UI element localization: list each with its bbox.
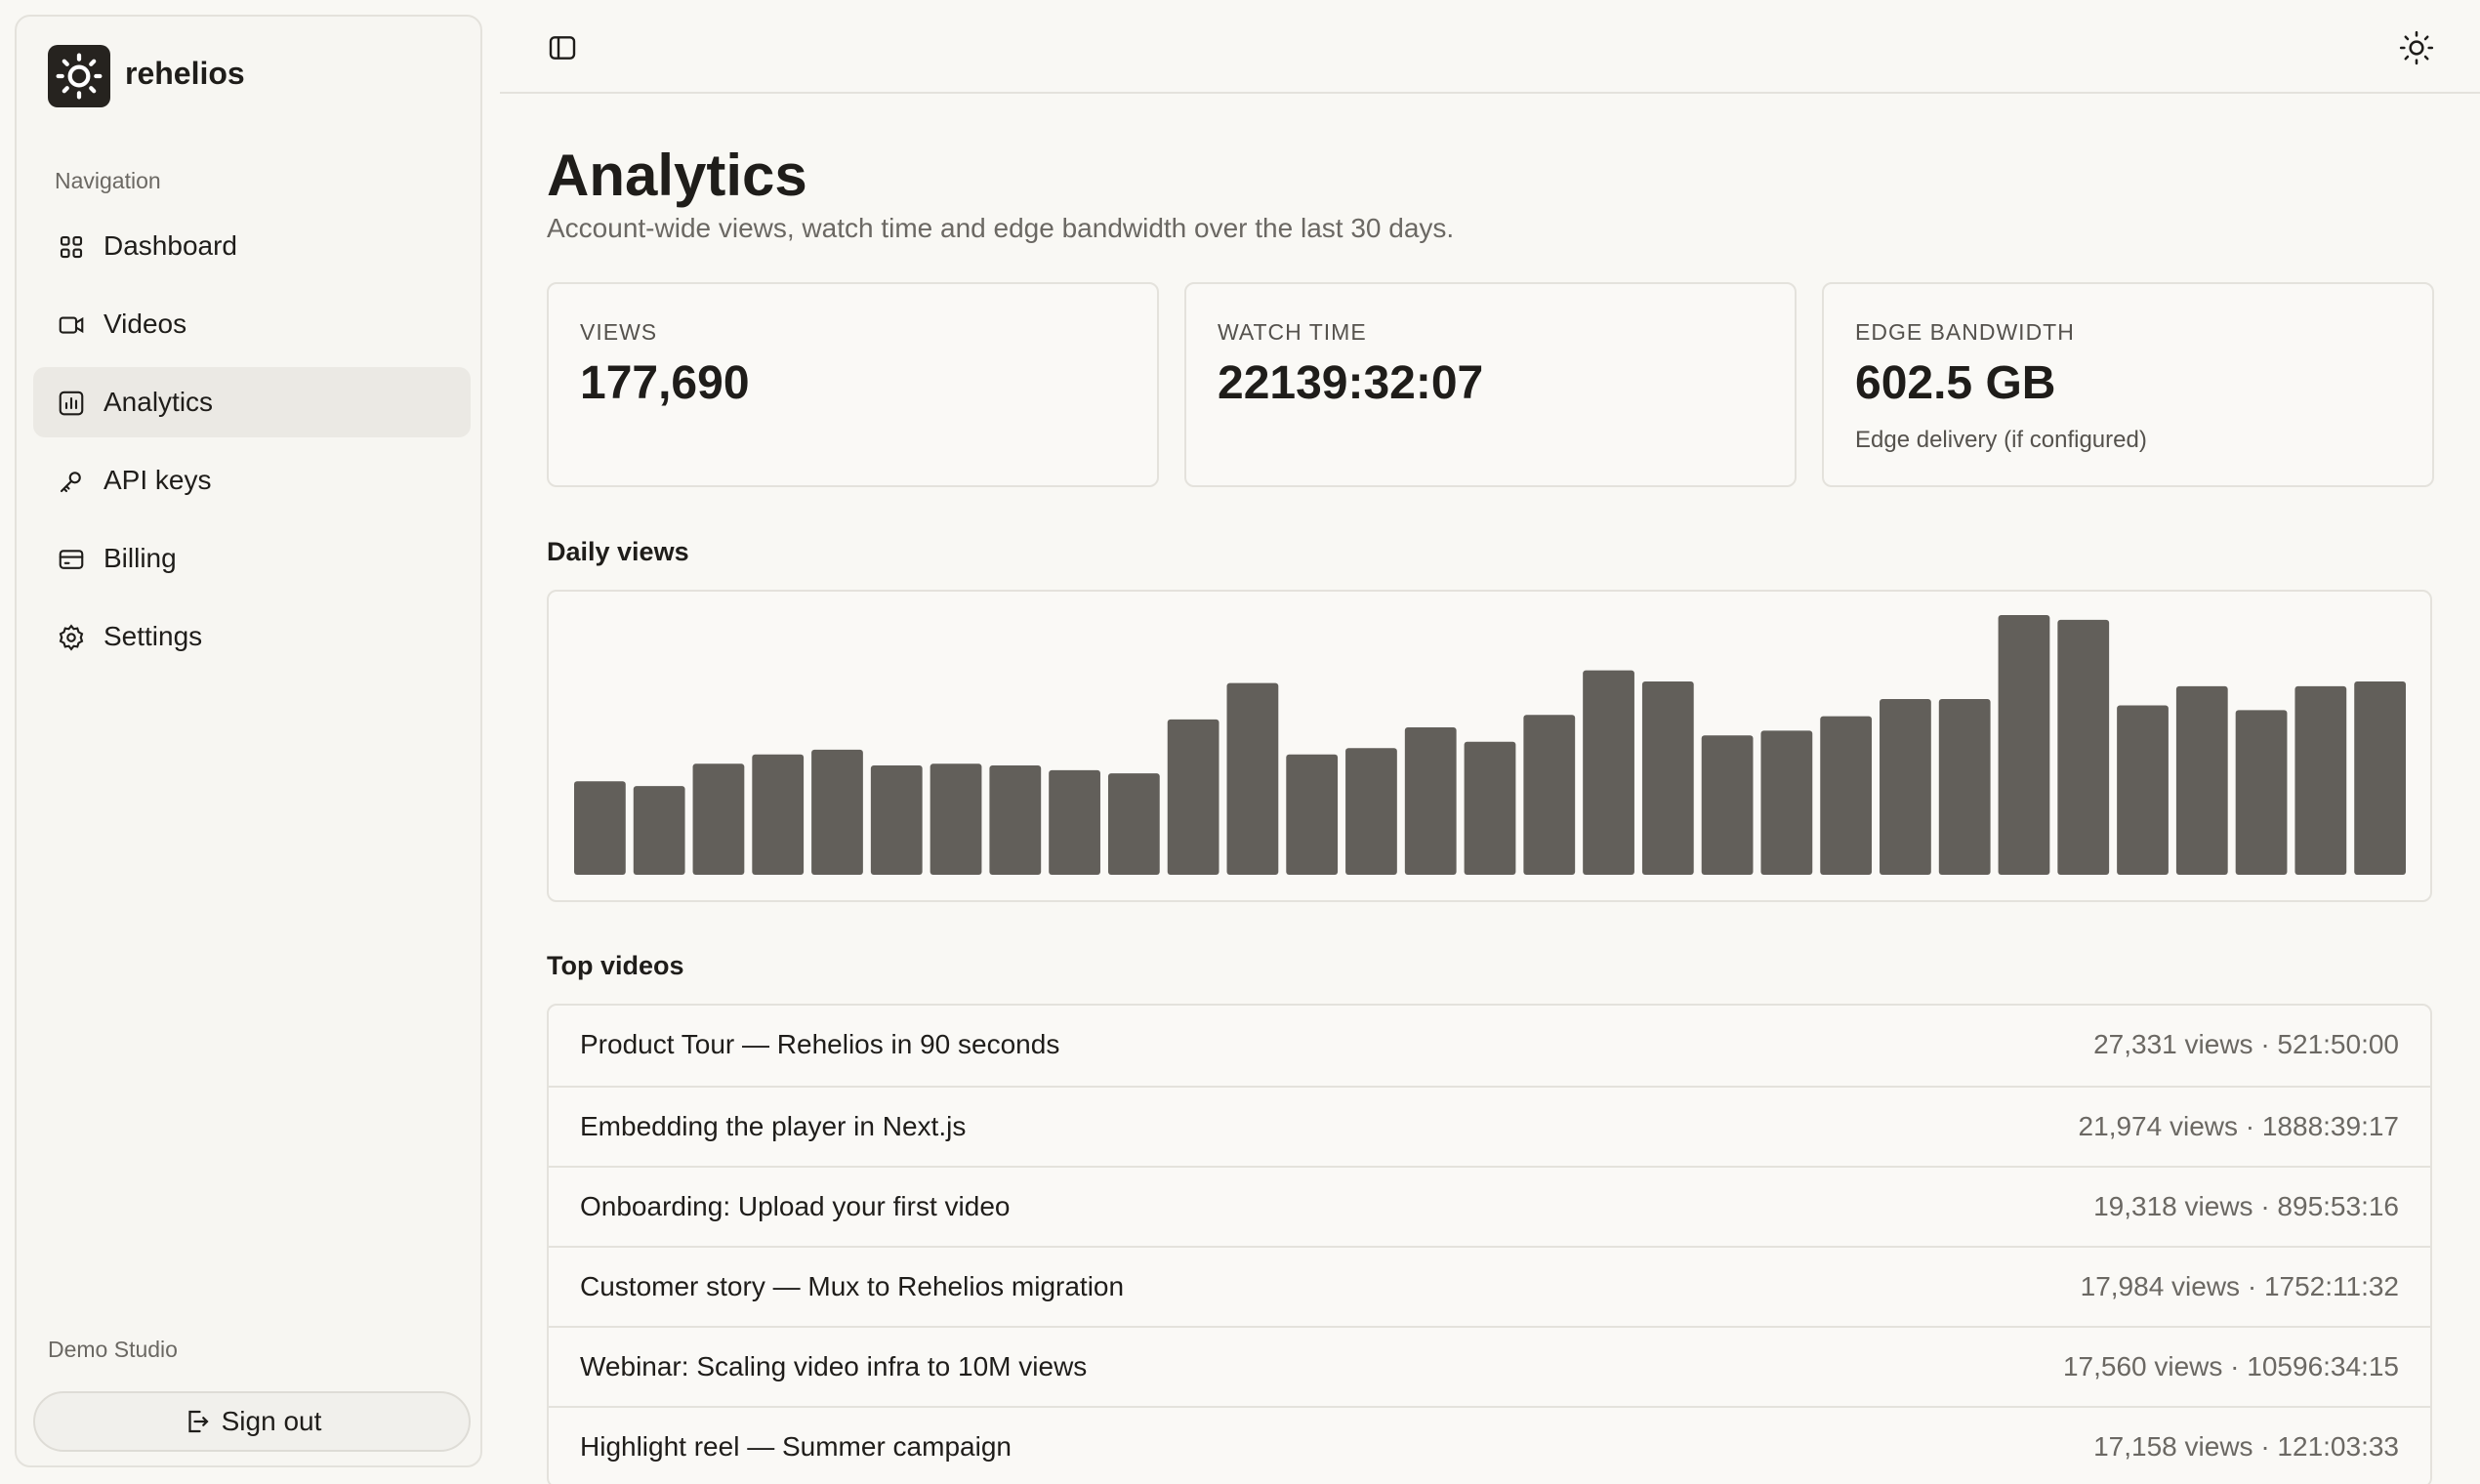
video-title: Onboarding: Upload your first video [580, 1191, 1011, 1221]
stat-card: WATCH TIME 22139:32:07 [1184, 282, 1797, 487]
nav-item[interactable]: Videos [33, 289, 471, 359]
bar [811, 749, 863, 875]
bar [1167, 719, 1219, 875]
video-meta: 17,984 views · 1752:11:32 [2080, 1271, 2399, 1301]
nav-title: Navigation [55, 168, 161, 193]
logo[interactable] [48, 45, 110, 107]
video-row[interactable]: Customer story — Mux to Rehelios migrati… [549, 1246, 2430, 1326]
video-title: Webinar: Scaling video infra to 10M view… [580, 1351, 1088, 1381]
nav-label: Billing [103, 543, 177, 573]
video-row[interactable]: Onboarding: Upload your first video 19,31… [549, 1166, 2430, 1246]
stat-value: 177,690 [580, 357, 750, 409]
top-videos-table: Product Tour — Rehelios in 90 seconds 27,… [547, 1004, 2432, 1484]
video-meta: 17,158 views · 121:03:33 [2093, 1431, 2399, 1462]
bar [2175, 685, 2228, 875]
bar [633, 786, 685, 875]
bar [1523, 715, 1576, 875]
sidebar: rehelios Navigation Dashboard Videos Analy… [15, 15, 482, 1467]
video-row[interactable]: Webinar: Scaling video infra to 10M view… [549, 1326, 2430, 1406]
bar [1641, 680, 1694, 875]
bar [1107, 773, 1160, 875]
bar [870, 764, 923, 875]
bar [930, 763, 982, 875]
sidebar-toggle[interactable] [547, 32, 578, 63]
video-title: Embedding the player in Next.js [580, 1111, 967, 1141]
bar [1760, 730, 1813, 875]
bar [1226, 682, 1279, 875]
stat-label: VIEWS [580, 319, 658, 345]
bar [1880, 698, 1931, 875]
nav-icon [60, 472, 81, 493]
bar [2354, 680, 2406, 875]
nav-icon [59, 624, 84, 651]
theme-toggle[interactable] [2398, 29, 2435, 66]
stat-value: 22139:32:07 [1218, 357, 1484, 409]
stat-label: WATCH TIME [1218, 319, 1367, 345]
bar [692, 763, 745, 875]
bar [752, 754, 805, 875]
nav-item[interactable]: Settings [33, 601, 471, 672]
video-title: Highlight reel — Summer campaign [580, 1431, 1012, 1462]
nav-item[interactable]: Billing [33, 523, 471, 594]
video-meta: 21,974 views · 1888:39:17 [2078, 1111, 2399, 1141]
nav-label: Dashboard [103, 230, 237, 261]
bar [574, 781, 626, 875]
nav-item[interactable]: Dashboard [33, 211, 471, 281]
bar [1701, 735, 1754, 875]
stat-value: 602.5 GB [1855, 357, 2056, 409]
stat-card: EDGE BANDWIDTH 602.5 GB Edge delivery (if … [1822, 282, 2434, 487]
bar [1404, 727, 1457, 875]
bar [989, 764, 1042, 875]
video-meta: 19,318 views · 895:53:16 [2093, 1191, 2399, 1221]
bar [2117, 705, 2169, 875]
sign-out-label: Sign out [221, 1406, 322, 1436]
top-divider [500, 92, 2480, 94]
nav-item[interactable]: API keys [33, 445, 471, 515]
nav-icon [60, 235, 83, 259]
video-title: Product Tour — Rehelios in 90 seconds [580, 1029, 1060, 1059]
bar [1286, 754, 1339, 875]
sign-out-button[interactable]: Sign out [33, 1391, 471, 1452]
chart-title: Daily views [547, 537, 689, 566]
nav-item[interactable]: Analytics [33, 367, 471, 437]
nav-label: Settings [103, 621, 203, 651]
bar [2294, 685, 2347, 875]
workspace: Demo Studio [48, 1337, 178, 1362]
nav-label: Videos [103, 309, 187, 339]
bar [1820, 716, 1873, 875]
video-row[interactable]: Embedding the player in Next.js 21,974 vi… [549, 1086, 2430, 1166]
video-meta: 17,560 views · 10596:34:15 [2062, 1351, 2399, 1381]
video-title: Customer story — Mux to Rehelios migrati… [580, 1271, 1125, 1301]
sign-out-icon [188, 1410, 209, 1433]
nav-icon [59, 391, 84, 416]
bar [1998, 615, 2050, 875]
video-meta: 27,331 views · 521:50:00 [2093, 1029, 2399, 1059]
bar [1938, 698, 1991, 875]
bar [1583, 670, 1634, 875]
chart-box [547, 590, 2432, 902]
page-subtitle: Account-wide views, watch time and edge … [547, 213, 1455, 243]
nav-icon [59, 316, 84, 334]
stat-label: EDGE BANDWIDTH [1855, 319, 2075, 345]
logo-icon [56, 53, 103, 100]
chart [574, 615, 2406, 875]
video-row[interactable]: Product Tour — Rehelios in 90 seconds 27,… [549, 1006, 2430, 1086]
stat-card: VIEWS 177,690 [547, 282, 1159, 487]
stat-note: Edge delivery (if configured) [1855, 427, 2147, 453]
video-row[interactable]: Highlight reel — Summer campaign 17,158 v… [549, 1406, 2430, 1484]
top-videos-title: Top videos [547, 951, 684, 980]
bar [1049, 769, 1100, 875]
bar [1345, 748, 1397, 875]
bar [2057, 619, 2110, 875]
nav-icon [59, 550, 84, 569]
page-title: Analytics [547, 143, 807, 208]
nav-label: API keys [103, 465, 212, 495]
brand: rehelios [125, 56, 245, 91]
bar [2235, 710, 2288, 875]
nav-label: Analytics [103, 387, 214, 417]
bar [1464, 741, 1516, 875]
